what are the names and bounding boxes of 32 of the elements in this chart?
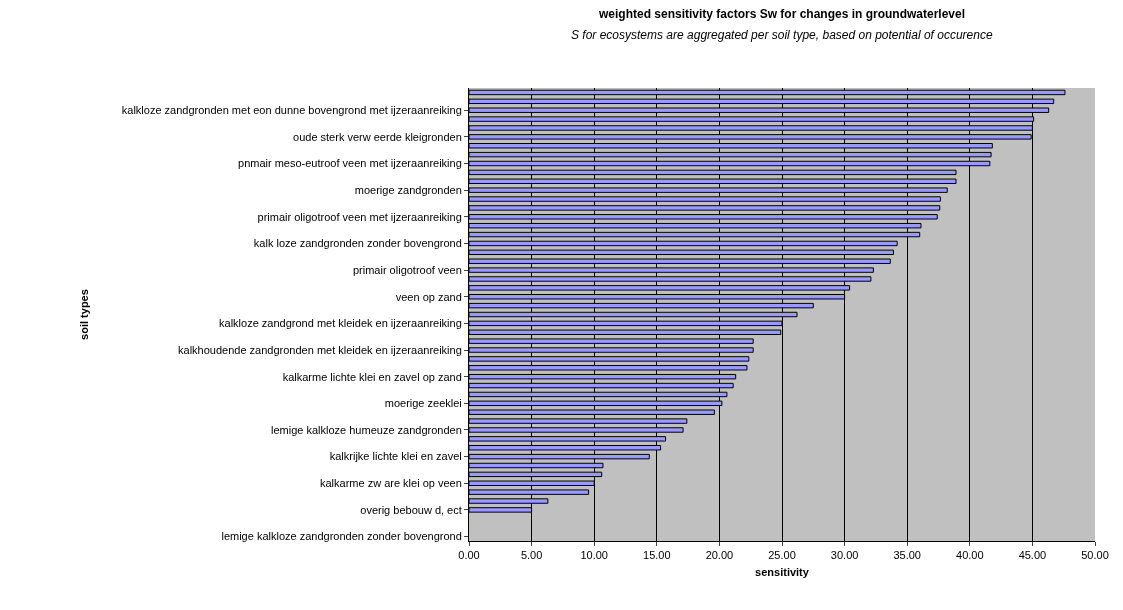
y-axis-title: soil types [78, 289, 91, 340]
x-tick-label: 45.00 [1018, 549, 1047, 562]
y-tick-label: kalkarme zw are klei op veen [319, 477, 462, 490]
y-tick-label: overig bebouw d, ect [360, 503, 462, 516]
y-tick-label: kalkrijke lichte klei en zavel [329, 450, 462, 463]
y-tick-label: primair oligotroof veen [352, 263, 462, 276]
x-tick-label: 5.00 [520, 549, 543, 562]
x-tick-label: 50.00 [1081, 549, 1109, 562]
x-tick-label: 30.00 [830, 549, 859, 562]
y-tick-label: veen op zand [395, 290, 462, 303]
x-tick-label: 40.00 [956, 549, 984, 562]
y-tick-label: lemige kalkloze zandgronden zonder bovengrond [221, 530, 462, 543]
x-tick-label: 20.00 [705, 549, 734, 562]
y-tick-label: kalkloze zandgronden met eon dunne bovengrond met ijzeraanreiking [121, 104, 462, 117]
y-tick-label: kalk loze zandgronden zonder bovengrond [253, 237, 462, 250]
y-tick-label: oude sterk verw eerde kleigronden [293, 130, 462, 143]
x-tick-label: 25.00 [768, 549, 796, 562]
chart-subtitle: S for ecosystems are aggregated per soil type, based on potential of occurence [571, 28, 993, 42]
x-tick-label: 35.00 [893, 549, 921, 562]
y-tick-label: pnmair meso-eutroof veen met ijzeraanreiking [238, 157, 462, 170]
y-tick-label: kalkloze zandgrond met kleidek en ijzeraanreiking [219, 317, 462, 330]
y-tick-label: lemige kalkloze humeuze zandgronden [271, 423, 462, 436]
chart-title: weighted sensitivity factors Sw for changes in groundwaterlevel [597, 6, 966, 21]
y-tick-label: kalkarme lichte klei en zavel op zand [282, 370, 462, 383]
x-tick-label: 0.00 [458, 549, 480, 562]
x-axis-title: sensitivity [755, 566, 810, 579]
y-tick-label: moerige zandgronden [354, 184, 462, 196]
y-tick-label: primair oligotroof veen met ijzeraanreiking [257, 210, 462, 223]
x-tick-label: 15.00 [643, 549, 671, 562]
y-tick-label: kalkhoudende zandgronden met kleidek en ijzeraanreiking [178, 343, 462, 356]
x-tick-label: 10.00 [580, 549, 608, 562]
y-tick-label: moerige zeeklei [384, 397, 462, 410]
